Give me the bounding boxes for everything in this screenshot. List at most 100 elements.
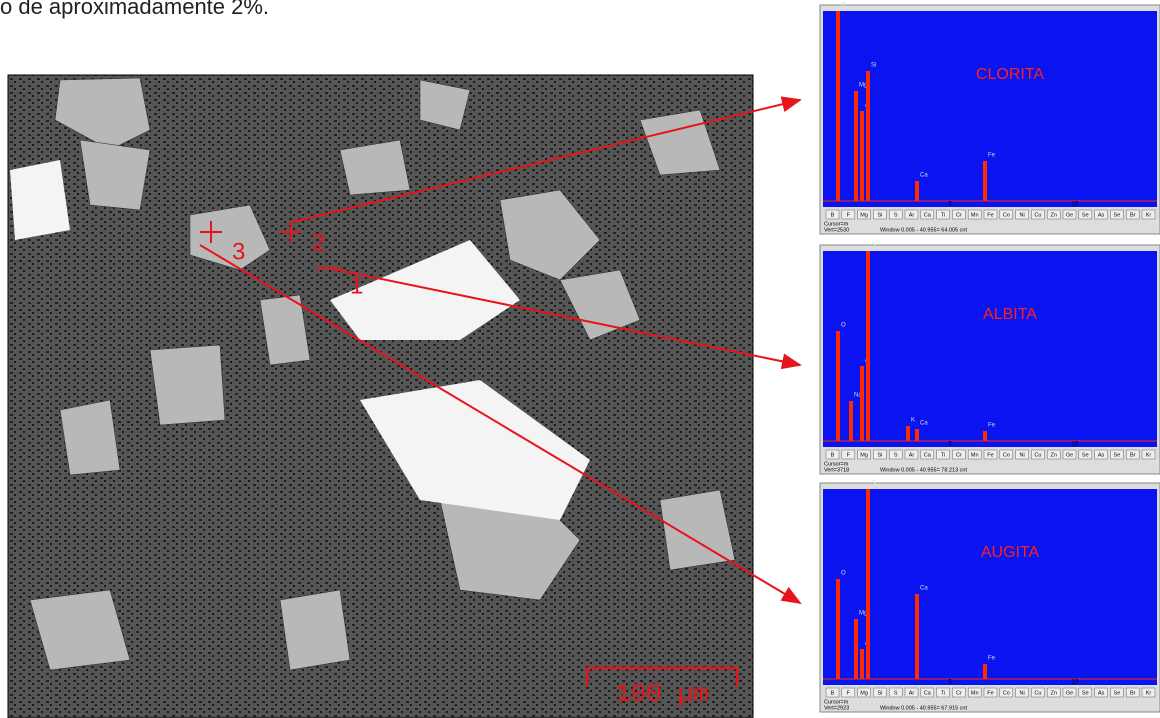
point-label: 1: [350, 272, 363, 299]
element-button-label: Fe: [987, 690, 993, 696]
eds-spectrum: ONaAlSiKCaFe510ALBITABFMgSiSArCaTiCrMnFe…: [820, 243, 1160, 474]
element-button-label: Mg: [860, 212, 868, 218]
window-text: Window 0.005 - 40.955= 78.213 cnt: [880, 467, 967, 473]
element-button-label: Br: [1130, 212, 1136, 218]
peak: [836, 579, 840, 679]
peak: [854, 91, 858, 201]
element-button-label: Ar: [909, 690, 915, 696]
peak: [866, 489, 870, 679]
peak: [983, 664, 987, 679]
figure: 1 2 3 100 µm OMgAlSiCaFe510CLORITABFMgSi…: [0, 0, 1160, 718]
element-button-label: Ca: [924, 212, 932, 218]
element-button-label: Ti: [941, 212, 945, 218]
element-button-label: Ni: [1019, 452, 1024, 458]
mineral-label: ALBITA: [983, 306, 1037, 323]
peak: [915, 429, 919, 441]
element-button-label: Co: [1003, 452, 1010, 458]
element-button-label: Ge: [1066, 690, 1073, 696]
element-button-label: Se: [1082, 452, 1089, 458]
element-button-label: Ti: [941, 690, 945, 696]
element-button-label: Se: [1114, 452, 1121, 458]
element-button-label: Ni: [1019, 690, 1024, 696]
element-button-label: Ni: [1019, 212, 1024, 218]
peak: [860, 111, 864, 201]
mineral-label: AUGITA: [981, 544, 1040, 561]
element-button-label: Br: [1130, 690, 1136, 696]
element-button-label: Se: [1082, 690, 1089, 696]
element-button-label: Fe: [987, 212, 993, 218]
element-button-label: Kr: [1146, 690, 1152, 696]
peak-label: O: [841, 3, 846, 9]
window-text: Window 0.005 - 40.955= 67.915 cnt: [880, 705, 967, 711]
peak-label: Ca: [920, 421, 928, 427]
page: {"intro_text": "o de aproximadamente 2%.…: [0, 0, 1160, 718]
peak: [849, 401, 853, 441]
sem-micrograph: [8, 75, 753, 718]
point-label: 3: [232, 238, 245, 265]
peak: [860, 649, 864, 679]
element-button-label: B: [831, 452, 835, 458]
element-button-label: Zn: [1050, 212, 1056, 218]
element-button-label: Co: [1003, 690, 1010, 696]
element-button-label: Si: [877, 212, 882, 218]
point-label: 2: [312, 229, 325, 256]
peak: [836, 11, 840, 201]
eds-spectrum: OMgAlSiCaFe510AUGITABFMgSiSArCaTiCrMnFeC…: [820, 481, 1160, 712]
peak-label: Si: [871, 481, 876, 487]
peak: [906, 426, 910, 441]
element-button-label: Br: [1130, 452, 1136, 458]
element-button-label: B: [831, 690, 835, 696]
element-button-label: Mn: [971, 452, 979, 458]
peak-label: Si: [871, 243, 876, 249]
element-button-label: Cu: [1034, 212, 1041, 218]
element-button-label: Se: [1114, 212, 1121, 218]
element-button-label: As: [1098, 212, 1105, 218]
axis-tick-label: 10: [1072, 442, 1079, 448]
peak-label: Fe: [988, 423, 996, 429]
element-button-label: As: [1098, 452, 1105, 458]
peak-label: O: [841, 323, 846, 329]
element-button-label: S: [894, 452, 898, 458]
peak: [854, 619, 858, 679]
element-button-label: Cr: [956, 690, 962, 696]
element-button-label: Cu: [1034, 690, 1041, 696]
eds-spectrum: OMgAlSiCaFe510CLORITABFMgSiSArCaTiCrMnFe…: [820, 3, 1160, 234]
element-button-label: Si: [877, 690, 882, 696]
element-button-label: Se: [1082, 212, 1089, 218]
element-button-label: Cr: [956, 452, 962, 458]
element-button-label: Mg: [860, 690, 868, 696]
element-button-label: Mn: [971, 212, 979, 218]
peak-label: Fe: [988, 656, 996, 662]
peak-label: O: [841, 571, 846, 577]
element-button-label: Fe: [987, 452, 993, 458]
peak: [860, 366, 864, 441]
element-button-label: S: [894, 212, 898, 218]
element-button-label: Kr: [1146, 452, 1152, 458]
element-button-label: B: [831, 212, 835, 218]
element-button-label: Mg: [860, 452, 868, 458]
peak: [866, 71, 870, 201]
element-button-label: Si: [877, 452, 882, 458]
element-button-label: Cu: [1034, 452, 1041, 458]
element-button-label: S: [894, 690, 898, 696]
peak-label: Fe: [988, 153, 996, 159]
element-button-label: As: [1098, 690, 1105, 696]
peak-label: Ca: [920, 173, 928, 179]
peak-label: K: [911, 418, 915, 424]
element-button-label: Kr: [1146, 212, 1152, 218]
element-button-label: Ti: [941, 452, 945, 458]
peak: [915, 594, 919, 679]
scale-bar-label: 100 µm: [615, 679, 709, 709]
element-button-label: Ca: [924, 690, 932, 696]
element-button-label: Zn: [1050, 452, 1056, 458]
vert-text: Vert=2923: [824, 705, 849, 711]
plot-area: [823, 11, 1157, 207]
plot-area: [823, 251, 1157, 447]
axis-tick-label: 10: [1072, 680, 1079, 686]
element-button-label: Ge: [1066, 452, 1073, 458]
peak-label: Si: [871, 63, 876, 69]
peak: [983, 161, 987, 201]
peak: [866, 251, 870, 441]
axis-tick-label: 10: [1072, 202, 1079, 208]
element-button-label: Se: [1114, 690, 1121, 696]
